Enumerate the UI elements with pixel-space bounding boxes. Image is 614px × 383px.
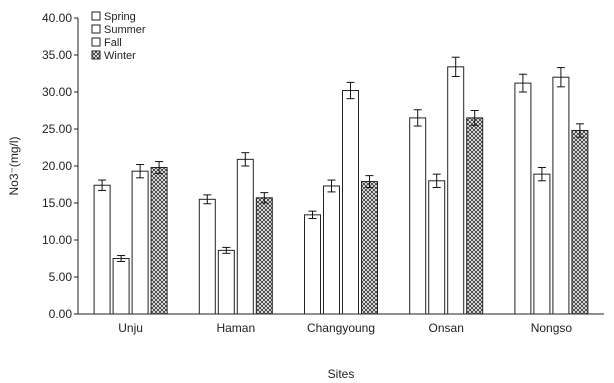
- x-tick-label: Unju: [118, 321, 143, 335]
- bar-spring-nongso: [514, 82, 532, 315]
- error-bar-winter-nongso: [575, 123, 584, 138]
- legend-label: Winter: [104, 50, 136, 62]
- legend-swatch: [91, 37, 101, 47]
- error-bar-winter-changyoung: [365, 175, 374, 188]
- legend-item-spring: Spring: [91, 11, 136, 23]
- error-bar-winter-onsan: [470, 110, 479, 126]
- error-bar-winter-unju: [155, 161, 164, 174]
- bar-spring-changyoung: [304, 214, 321, 315]
- error-bar-summer-changyoung: [327, 179, 336, 193]
- error-bar-spring-haman: [203, 194, 212, 205]
- legend-label: Spring: [104, 11, 136, 23]
- bar-winter-haman: [255, 197, 273, 315]
- error-bar-spring-onsan: [413, 109, 422, 127]
- error-bar-fall-onsan: [451, 56, 460, 77]
- bar-spring-onsan: [409, 117, 427, 315]
- bars: [93, 66, 589, 315]
- error-bar-spring-unju: [98, 179, 107, 191]
- bar-winter-nongso: [571, 129, 589, 315]
- y-tick-label: 0.00: [49, 307, 73, 321]
- legend-swatch: [91, 11, 101, 21]
- error-bar-summer-nongso: [537, 166, 546, 182]
- error-bar-winter-haman: [260, 192, 269, 204]
- legend-item-summer: Summer: [91, 24, 146, 36]
- y-tick-label: 15.00: [42, 196, 72, 210]
- bar-summer-nongso: [533, 173, 551, 315]
- legend-item-winter: Winter: [91, 50, 136, 62]
- y-tick-label: 25.00: [42, 122, 72, 136]
- error-bars: [98, 56, 584, 262]
- bar-fall-onsan: [447, 66, 465, 315]
- bar-fall-unju: [131, 170, 149, 315]
- legend-label: Fall: [104, 37, 122, 49]
- legend-swatch: [91, 50, 101, 60]
- x-tick-label: Haman: [216, 321, 255, 335]
- y-tick-label: 20.00: [42, 159, 72, 173]
- x-tick-label: Onsan: [429, 321, 464, 335]
- error-bar-summer-haman: [222, 246, 231, 254]
- error-bar-summer-unju: [117, 255, 126, 262]
- bar-winter-unju: [150, 166, 168, 315]
- error-bar-fall-unju: [136, 164, 145, 179]
- bar-summer-haman: [217, 249, 235, 315]
- x-axis-title: Sites: [328, 367, 355, 381]
- bar-spring-haman: [198, 198, 216, 315]
- legend-item-fall: Fall: [91, 37, 122, 49]
- error-bar-fall-changyoung: [346, 81, 355, 100]
- error-bar-fall-haman: [241, 152, 250, 167]
- x-tick-label: Changyoung: [307, 321, 375, 335]
- bar-spring-unju: [93, 184, 111, 315]
- y-axis-title: No3⁻(mg/l): [7, 136, 21, 195]
- y-tick-label: 5.00: [49, 270, 73, 284]
- error-bar-fall-nongso: [556, 67, 565, 88]
- bar-fall-nongso: [552, 76, 570, 315]
- legend-label: Summer: [104, 24, 146, 36]
- bar-summer-changyoung: [323, 185, 340, 315]
- legend-swatch: [91, 24, 101, 34]
- y-tick-label: 35.00: [42, 48, 72, 62]
- error-bar-spring-nongso: [518, 73, 527, 93]
- x-tick-label: Nongso: [531, 321, 573, 335]
- error-bar-summer-onsan: [432, 173, 441, 188]
- bar-summer-unju: [112, 258, 130, 315]
- bar-fall-haman: [236, 158, 254, 315]
- axes: 0.00 5.00 10.00 15.00 20.00 25.00 30.00 35.00 40…: [42, 11, 604, 335]
- y-tick-label: 10.00: [42, 233, 72, 247]
- bar-winter-changyoung: [361, 181, 378, 315]
- error-bar-spring-changyoung: [308, 210, 317, 220]
- bar-fall-changyoung: [342, 90, 359, 315]
- bar-summer-onsan: [428, 180, 446, 315]
- y-tick-label: 40.00: [42, 11, 72, 25]
- bar-winter-onsan: [466, 117, 484, 315]
- y-tick-label: 30.00: [42, 85, 72, 99]
